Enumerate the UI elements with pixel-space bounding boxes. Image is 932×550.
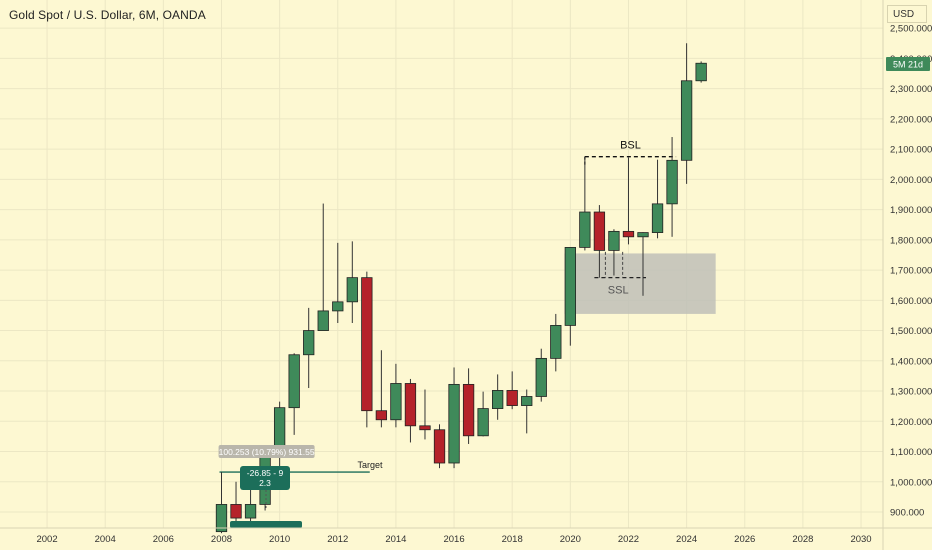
y-tick-label: 900.000 [890,508,924,519]
current-price-badge-label: 5M 21d [893,60,923,70]
candle-bull [579,211,591,248]
measure-box-line2: 2.3 [259,478,271,488]
candle-bull [288,354,300,409]
y-tick-label: 1,800.000 [890,235,932,246]
y-tick-label: 1,600.000 [890,296,932,307]
x-tick-label: 2028 [792,534,813,545]
y-tick-label: 1,000.000 [890,477,932,488]
candle-bull [492,390,504,409]
y-tick-label: 1,500.000 [890,326,932,337]
candle-bull [303,330,315,356]
candle-bear [433,429,446,464]
current-price-badge [886,57,930,71]
liquidity-zone [564,253,716,314]
measure-top-label-bg [218,445,315,458]
y-tick-label: 2,500.000 [890,24,932,35]
y-tick-label: 2,100.000 [890,145,932,156]
candle-bull [535,357,547,397]
candle-bear [506,390,518,406]
y-tick-label: 1,100.000 [890,447,932,458]
y-tick-label: 2,200.000 [890,114,932,125]
candle-bull [346,277,358,303]
candle-bull [695,62,707,82]
candle-bull [550,325,562,359]
candle-bear [593,211,606,251]
measure-top-label: 100.253 (10.79%) 931.55 [219,447,315,457]
candle-bear [419,425,431,431]
candle-bull [332,301,344,312]
candle-bull [666,159,678,205]
measure-box-line1: -26.85 - 9 [247,468,284,478]
x-tick-label: 2008 [211,534,232,545]
candle-bear [230,504,242,519]
x-tick-label: 2010 [269,534,290,545]
y-tick-label: 1,700.000 [890,266,932,277]
y-tick-label: 1,300.000 [890,387,932,398]
candle-bull [390,383,402,421]
x-tick-label: 2030 [850,534,871,545]
candle-bull [608,230,620,251]
candle-bull [564,246,576,326]
candle-bear [462,383,475,437]
y-tick-label: 2,000.000 [890,175,932,186]
bsl-label: BSL [620,140,641,152]
y-tick-label: 2,300.000 [890,84,932,95]
measure-tool[interactable]: 100.253 (10.79%) 931.55 -26.85 - 92.3 [218,445,315,528]
candle-bull [215,504,228,533]
candle-bear [361,277,373,412]
x-tick-label: 2002 [36,534,57,545]
measure-bottom-bar [230,521,302,528]
x-tick-label: 2024 [676,534,697,545]
candle-bear [375,410,388,421]
candle-bull [477,408,489,437]
x-tick-label: 2006 [153,534,174,545]
y-tick-label: 1,900.000 [890,205,932,216]
currency-button[interactable]: USD [887,5,927,23]
x-tick-label: 2026 [734,534,755,545]
x-tick-label: 2022 [618,534,639,545]
zone-layer [564,253,716,314]
x-tick-label: 2004 [95,534,116,545]
target-label: Target [357,460,383,470]
candle-bull [244,504,257,519]
measure-box [240,466,290,490]
x-tick-label: 2014 [385,534,406,545]
x-tick-label: 2016 [443,534,464,545]
candle-bear [622,230,635,238]
x-tick-label: 2018 [502,534,523,545]
x-tick-label: 2020 [560,534,581,545]
candle-bull [521,396,533,406]
candle-layer [215,43,707,534]
grid-layer [0,0,883,528]
y-tick-label: 1,400.000 [890,356,932,367]
candle-bull [637,232,649,238]
candle-bull [680,80,693,161]
candle-bull [651,203,664,233]
candle-bull [317,310,329,331]
candle-bull [448,383,460,464]
ssl-label: SSL [608,285,629,297]
y-tick-label: 1,200.000 [890,417,932,428]
x-tick-label: 2012 [327,534,348,545]
chart-title: Gold Spot / U.S. Dollar, 6M, OANDA [9,8,206,22]
candle-bear [404,383,417,427]
badge-layer: 5M 21d [886,57,930,71]
candle-bull [273,407,286,451]
